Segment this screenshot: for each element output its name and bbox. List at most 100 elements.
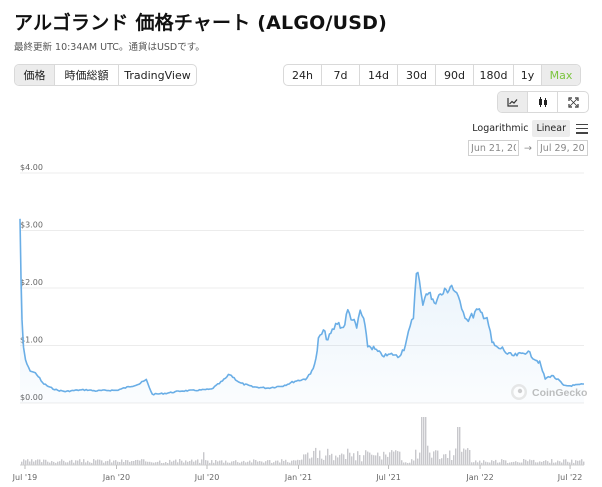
volume-bar [37, 459, 39, 465]
volume-bar [359, 455, 361, 465]
volume-bar [509, 462, 511, 465]
volume-bar [177, 462, 179, 465]
volume-bar [135, 460, 137, 465]
volume-bar [189, 461, 191, 465]
volume-bar [227, 462, 229, 465]
volume-bar [419, 452, 421, 465]
range-90d[interactable]: 90d [436, 65, 474, 85]
volume-bar [325, 455, 327, 465]
volume-bar [187, 461, 189, 465]
page-title: アルゴランド 価格チャート (ALGO/USD) [14, 12, 388, 34]
date-to-input[interactable] [537, 140, 588, 156]
volume-bar [347, 448, 349, 465]
range-7d[interactable]: 7d [322, 65, 360, 85]
volume-bar [297, 459, 299, 465]
volume-bar [545, 460, 547, 465]
volume-bar [375, 455, 377, 465]
volume-bar [197, 459, 199, 465]
volume-bar [517, 462, 519, 465]
volume-bar [339, 454, 341, 465]
volume-bar [265, 461, 267, 465]
date-from-input[interactable] [468, 140, 520, 156]
volume-bar [279, 462, 281, 465]
volume-bar [431, 457, 433, 465]
volume-bar [371, 454, 373, 465]
volume-bar [415, 449, 417, 465]
volume-bar [23, 459, 25, 465]
volume-bar [425, 417, 427, 465]
volume-bar [569, 462, 571, 465]
volume-bar [21, 461, 23, 465]
x-tick-label: Jan '21 [284, 473, 312, 482]
volume-bar [35, 460, 37, 465]
volume-bar [469, 450, 471, 465]
volume-bar [131, 461, 133, 465]
volume-bar [497, 462, 499, 465]
volume-bar [307, 452, 309, 465]
volume-bar [409, 462, 411, 465]
tab-price[interactable]: 価格 [15, 65, 55, 85]
volume-bar [173, 460, 175, 465]
line-chart-icon[interactable] [498, 92, 528, 112]
candlestick-icon[interactable] [528, 92, 558, 112]
fullscreen-icon[interactable] [558, 92, 588, 112]
volume-bar [149, 461, 151, 465]
volume-bar [351, 456, 353, 465]
volume-bar [225, 460, 227, 465]
volume-bar [55, 462, 57, 465]
range-1y[interactable]: 1y [514, 65, 542, 85]
volume-bar [97, 459, 99, 465]
volume-bar [405, 462, 407, 465]
volume-bar [27, 459, 29, 465]
volume-bar [61, 459, 63, 465]
volume-bar [335, 455, 337, 465]
volume-bar [461, 451, 463, 465]
volume-bar [465, 449, 467, 465]
volume-bar [215, 460, 217, 465]
volume-bar [505, 460, 507, 465]
volume-bar [387, 456, 389, 465]
volume-bar [353, 453, 355, 465]
volume-bar [155, 462, 157, 465]
tab-tradingview[interactable]: TradingView [124, 68, 191, 82]
volume-bar [81, 462, 83, 465]
volume-bar [533, 459, 535, 465]
volume-bar [357, 451, 359, 465]
volume-bar [429, 452, 431, 465]
range-24h[interactable]: 24h [284, 65, 322, 85]
volume-bar [141, 459, 143, 465]
volume-bar [553, 462, 555, 465]
range-max[interactable]: Max [542, 65, 580, 85]
volume-bar [153, 462, 155, 465]
logarithmic-option[interactable]: Logarithmic [472, 123, 529, 134]
range-30d[interactable]: 30d [398, 65, 436, 85]
volume-bar [413, 460, 415, 465]
volume-bar [31, 459, 33, 465]
volume-bar [45, 459, 47, 465]
y-tick-label: $1.00 [20, 336, 43, 345]
volume-bar [479, 460, 481, 465]
hamburger-menu-icon[interactable] [576, 123, 588, 134]
volume-bar [143, 459, 145, 465]
volume-bar [367, 451, 369, 465]
range-180d[interactable]: 180d [474, 65, 514, 85]
tab-market-cap[interactable]: 時価総額 [55, 65, 119, 85]
volume-bar [69, 460, 71, 465]
volume-bar [519, 462, 521, 465]
volume-bar [377, 452, 379, 465]
volume-bar [113, 460, 115, 465]
volume-bar [79, 459, 81, 465]
linear-option[interactable]: Linear [532, 120, 570, 137]
volume-bar [503, 460, 505, 465]
volume-bar [101, 460, 103, 465]
volume-bar [179, 459, 181, 465]
volume-bar [395, 450, 397, 465]
chart-type-tabs [497, 91, 589, 113]
range-14d[interactable]: 14d [360, 65, 398, 85]
volume-bar [543, 461, 545, 465]
volume-bar [455, 448, 457, 465]
volume-bar [477, 462, 479, 465]
volume-bar [115, 460, 117, 465]
volume-bar [199, 462, 201, 465]
volume-bar [29, 461, 31, 465]
